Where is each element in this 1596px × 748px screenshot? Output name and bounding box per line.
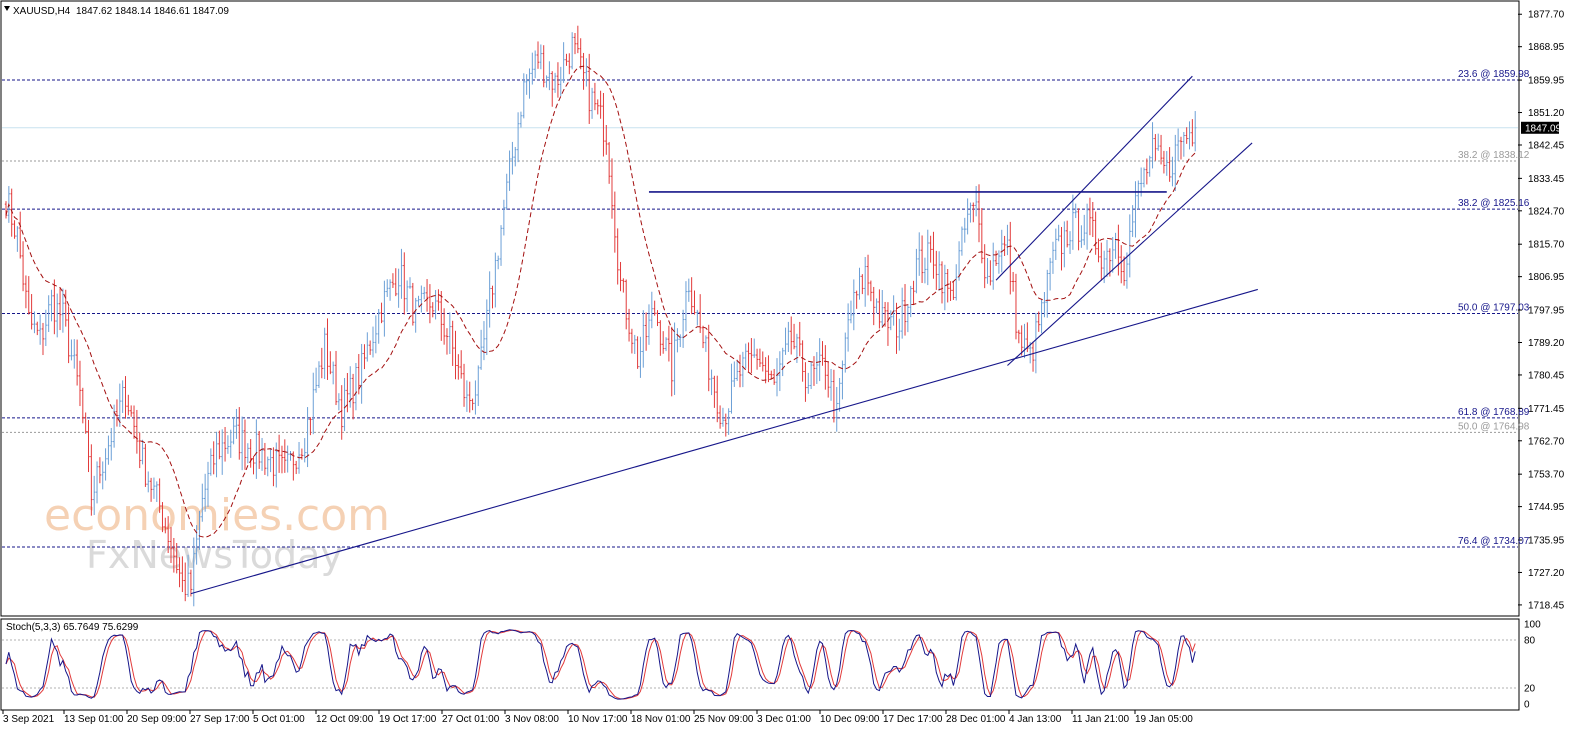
price-tick-label: 1842.45 bbox=[1528, 140, 1565, 151]
time-tick-label: 4 Jan 13:00 bbox=[1009, 714, 1062, 725]
price-tick-label: 1744.95 bbox=[1528, 502, 1565, 513]
price-tick-label: 1727.20 bbox=[1528, 568, 1565, 579]
time-tick-label: 25 Nov 09:00 bbox=[694, 714, 754, 725]
ma-line bbox=[5, 65, 1196, 538]
fib-level-label: 50.0 @ 1764.98 bbox=[1458, 421, 1530, 432]
fib-level-label: 38.2 @ 1825.16 bbox=[1458, 198, 1530, 209]
time-tick-label: 17 Dec 17:00 bbox=[883, 714, 943, 725]
stoch-level-label: 20 bbox=[1524, 684, 1536, 695]
time-tick-label: 13 Sep 01:00 bbox=[64, 714, 124, 725]
time-tick-label: 18 Nov 01:00 bbox=[631, 714, 691, 725]
price-axis[interactable]: 1877.70 1868.95 1859.95 1851.20 1842.45 1833.… bbox=[1518, 10, 1565, 612]
price-tick-label: 1797.95 bbox=[1528, 306, 1565, 317]
stoch-panel-frame bbox=[0, 618, 1520, 711]
time-tick-label: 10 Nov 17:00 bbox=[568, 714, 628, 725]
watermark-fxnewstoday: FxNewsToday bbox=[86, 533, 343, 577]
price-tick-label: 1735.95 bbox=[1528, 536, 1565, 547]
time-tick-label: 19 Oct 17:00 bbox=[379, 714, 437, 725]
time-tick-label: 20 Sep 09:00 bbox=[127, 714, 187, 725]
price-tick-label: 1789.20 bbox=[1528, 338, 1565, 349]
stoch-level-label: 80 bbox=[1524, 636, 1536, 647]
header: XAUUSD,H4 1847.62 1848.14 1846.61 1847.0… bbox=[4, 6, 229, 17]
current-price-box bbox=[1521, 121, 1559, 134]
fib-levels: 23.6 @ 1859.98 38.2 @ 1838.12 38.2 @ 1825.… bbox=[2, 69, 1530, 548]
time-tick-label: 3 Dec 01:00 bbox=[757, 714, 811, 725]
price-tick-label: 1753.70 bbox=[1528, 470, 1565, 481]
time-tick-label: 11 Jan 21:00 bbox=[1072, 714, 1130, 725]
moving-average bbox=[5, 65, 1196, 538]
price-tick-label: 1718.45 bbox=[1528, 600, 1565, 611]
time-tick-label: 27 Oct 01:00 bbox=[442, 714, 500, 725]
price-tick-label: 1868.95 bbox=[1528, 42, 1565, 53]
stoch-axis: 100 80 20 0 bbox=[1524, 620, 1541, 711]
main-panel-frame bbox=[0, 0, 1520, 617]
symbol-label: XAUUSD,H4 bbox=[13, 6, 71, 17]
trendlines bbox=[190, 75, 1258, 595]
price-tick-label: 1824.70 bbox=[1528, 206, 1565, 217]
fib-level-label: 61.8 @ 1768.89 bbox=[1458, 407, 1530, 418]
time-tick-label: 27 Sep 17:00 bbox=[190, 714, 250, 725]
ohlc-readout: 1847.62 1848.14 1846.61 1847.09 bbox=[76, 6, 229, 17]
price-tick-label: 1780.45 bbox=[1528, 370, 1565, 381]
time-tick-label: 10 Dec 09:00 bbox=[820, 714, 880, 725]
price-tick-label: 1877.70 bbox=[1528, 10, 1565, 21]
price-tick-label: 1859.95 bbox=[1528, 76, 1565, 87]
time-tick-label: 12 Oct 09:00 bbox=[316, 714, 374, 725]
price-tick-label: 1762.70 bbox=[1528, 436, 1565, 447]
fib-level-label: 76.4 @ 1734.07 bbox=[1458, 536, 1530, 547]
collapse-triangle-icon[interactable] bbox=[4, 6, 10, 11]
stoch-label: Stoch(5,3,3) 65.7649 75.6299 bbox=[6, 622, 139, 633]
price-tick-label: 1771.45 bbox=[1528, 404, 1565, 415]
price-tick-label: 1833.45 bbox=[1528, 174, 1565, 185]
time-tick-label: 28 Dec 01:00 bbox=[946, 714, 1006, 725]
fib-level-label: 50.0 @ 1797.03 bbox=[1458, 302, 1530, 313]
trendline bbox=[190, 288, 1258, 595]
stoch-indicator bbox=[2, 629, 1518, 700]
time-tick-label: 3 Nov 08:00 bbox=[505, 714, 559, 725]
current-price-label: 1847.09 bbox=[1525, 123, 1562, 134]
fib-level-label: 23.6 @ 1859.98 bbox=[1458, 69, 1530, 80]
watermark: economies.com FxNewsToday bbox=[44, 490, 390, 577]
stoch-main-line bbox=[5, 629, 1196, 700]
candles bbox=[4, 25, 1197, 607]
trendline bbox=[1007, 142, 1253, 366]
time-tick-label: 5 Oct 01:00 bbox=[253, 714, 305, 725]
trendline bbox=[995, 75, 1193, 281]
price-tick-label: 1806.95 bbox=[1528, 272, 1565, 283]
time-tick-label: 3 Sep 2021 bbox=[3, 714, 55, 725]
fib-level-label: 38.2 @ 1838.12 bbox=[1458, 150, 1530, 161]
price-tick-label: 1815.70 bbox=[1528, 240, 1565, 251]
time-axis[interactable]: 3 Sep 2021 13 Sep 01:00 20 Sep 09:00 27 Sep… bbox=[2, 710, 1193, 725]
price-tick-label: 1851.20 bbox=[1528, 108, 1565, 119]
stoch-level-label: 100 bbox=[1524, 620, 1541, 631]
stoch-level-label: 0 bbox=[1524, 700, 1530, 711]
watermark-economies: economies.com bbox=[44, 490, 390, 541]
time-tick-label: 19 Jan 05:00 bbox=[1135, 714, 1193, 725]
